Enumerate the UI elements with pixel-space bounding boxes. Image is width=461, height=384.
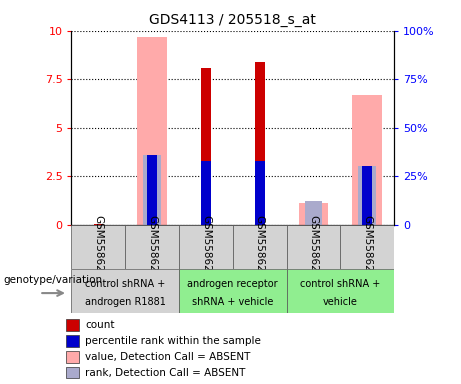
Text: shRNA + vehicle: shRNA + vehicle xyxy=(192,297,273,307)
Bar xyxy=(66,319,79,331)
Bar xyxy=(255,62,265,225)
Text: GSM558629: GSM558629 xyxy=(254,215,265,278)
Text: control shRNA +: control shRNA + xyxy=(300,279,380,289)
Bar xyxy=(287,269,394,313)
Bar xyxy=(358,167,376,225)
Text: control shRNA +: control shRNA + xyxy=(85,279,165,289)
Bar xyxy=(148,155,157,225)
Bar xyxy=(66,351,79,362)
Bar xyxy=(179,225,233,269)
Bar xyxy=(233,225,287,269)
Bar xyxy=(71,225,125,269)
Text: count: count xyxy=(85,320,114,330)
Bar xyxy=(179,269,287,313)
Text: GSM558627: GSM558627 xyxy=(147,215,157,278)
Bar xyxy=(340,225,394,269)
Text: genotype/variation: genotype/variation xyxy=(4,275,103,285)
Text: rank, Detection Call = ABSENT: rank, Detection Call = ABSENT xyxy=(85,367,245,377)
Bar xyxy=(201,68,211,225)
Bar xyxy=(255,161,265,225)
Text: GSM558628: GSM558628 xyxy=(201,215,211,278)
Text: GSM558624: GSM558624 xyxy=(308,215,319,278)
Bar xyxy=(299,203,328,225)
Bar xyxy=(201,161,211,225)
Title: GDS4113 / 205518_s_at: GDS4113 / 205518_s_at xyxy=(149,13,316,27)
Text: androgen R1881: androgen R1881 xyxy=(85,297,165,307)
Bar xyxy=(362,167,372,225)
Bar xyxy=(143,155,161,225)
Bar xyxy=(305,201,322,225)
Bar xyxy=(125,225,179,269)
Text: GSM558625: GSM558625 xyxy=(362,215,372,278)
Text: androgen receptor: androgen receptor xyxy=(188,279,278,289)
Bar xyxy=(66,367,79,379)
Text: GSM558626: GSM558626 xyxy=(93,215,103,278)
Bar xyxy=(353,95,382,225)
Text: percentile rank within the sample: percentile rank within the sample xyxy=(85,336,261,346)
Bar xyxy=(287,225,340,269)
Bar xyxy=(71,269,179,313)
Bar xyxy=(137,36,167,225)
Text: value, Detection Call = ABSENT: value, Detection Call = ABSENT xyxy=(85,352,250,362)
Text: vehicle: vehicle xyxy=(323,297,358,307)
Bar xyxy=(66,335,79,347)
Bar xyxy=(94,223,103,225)
